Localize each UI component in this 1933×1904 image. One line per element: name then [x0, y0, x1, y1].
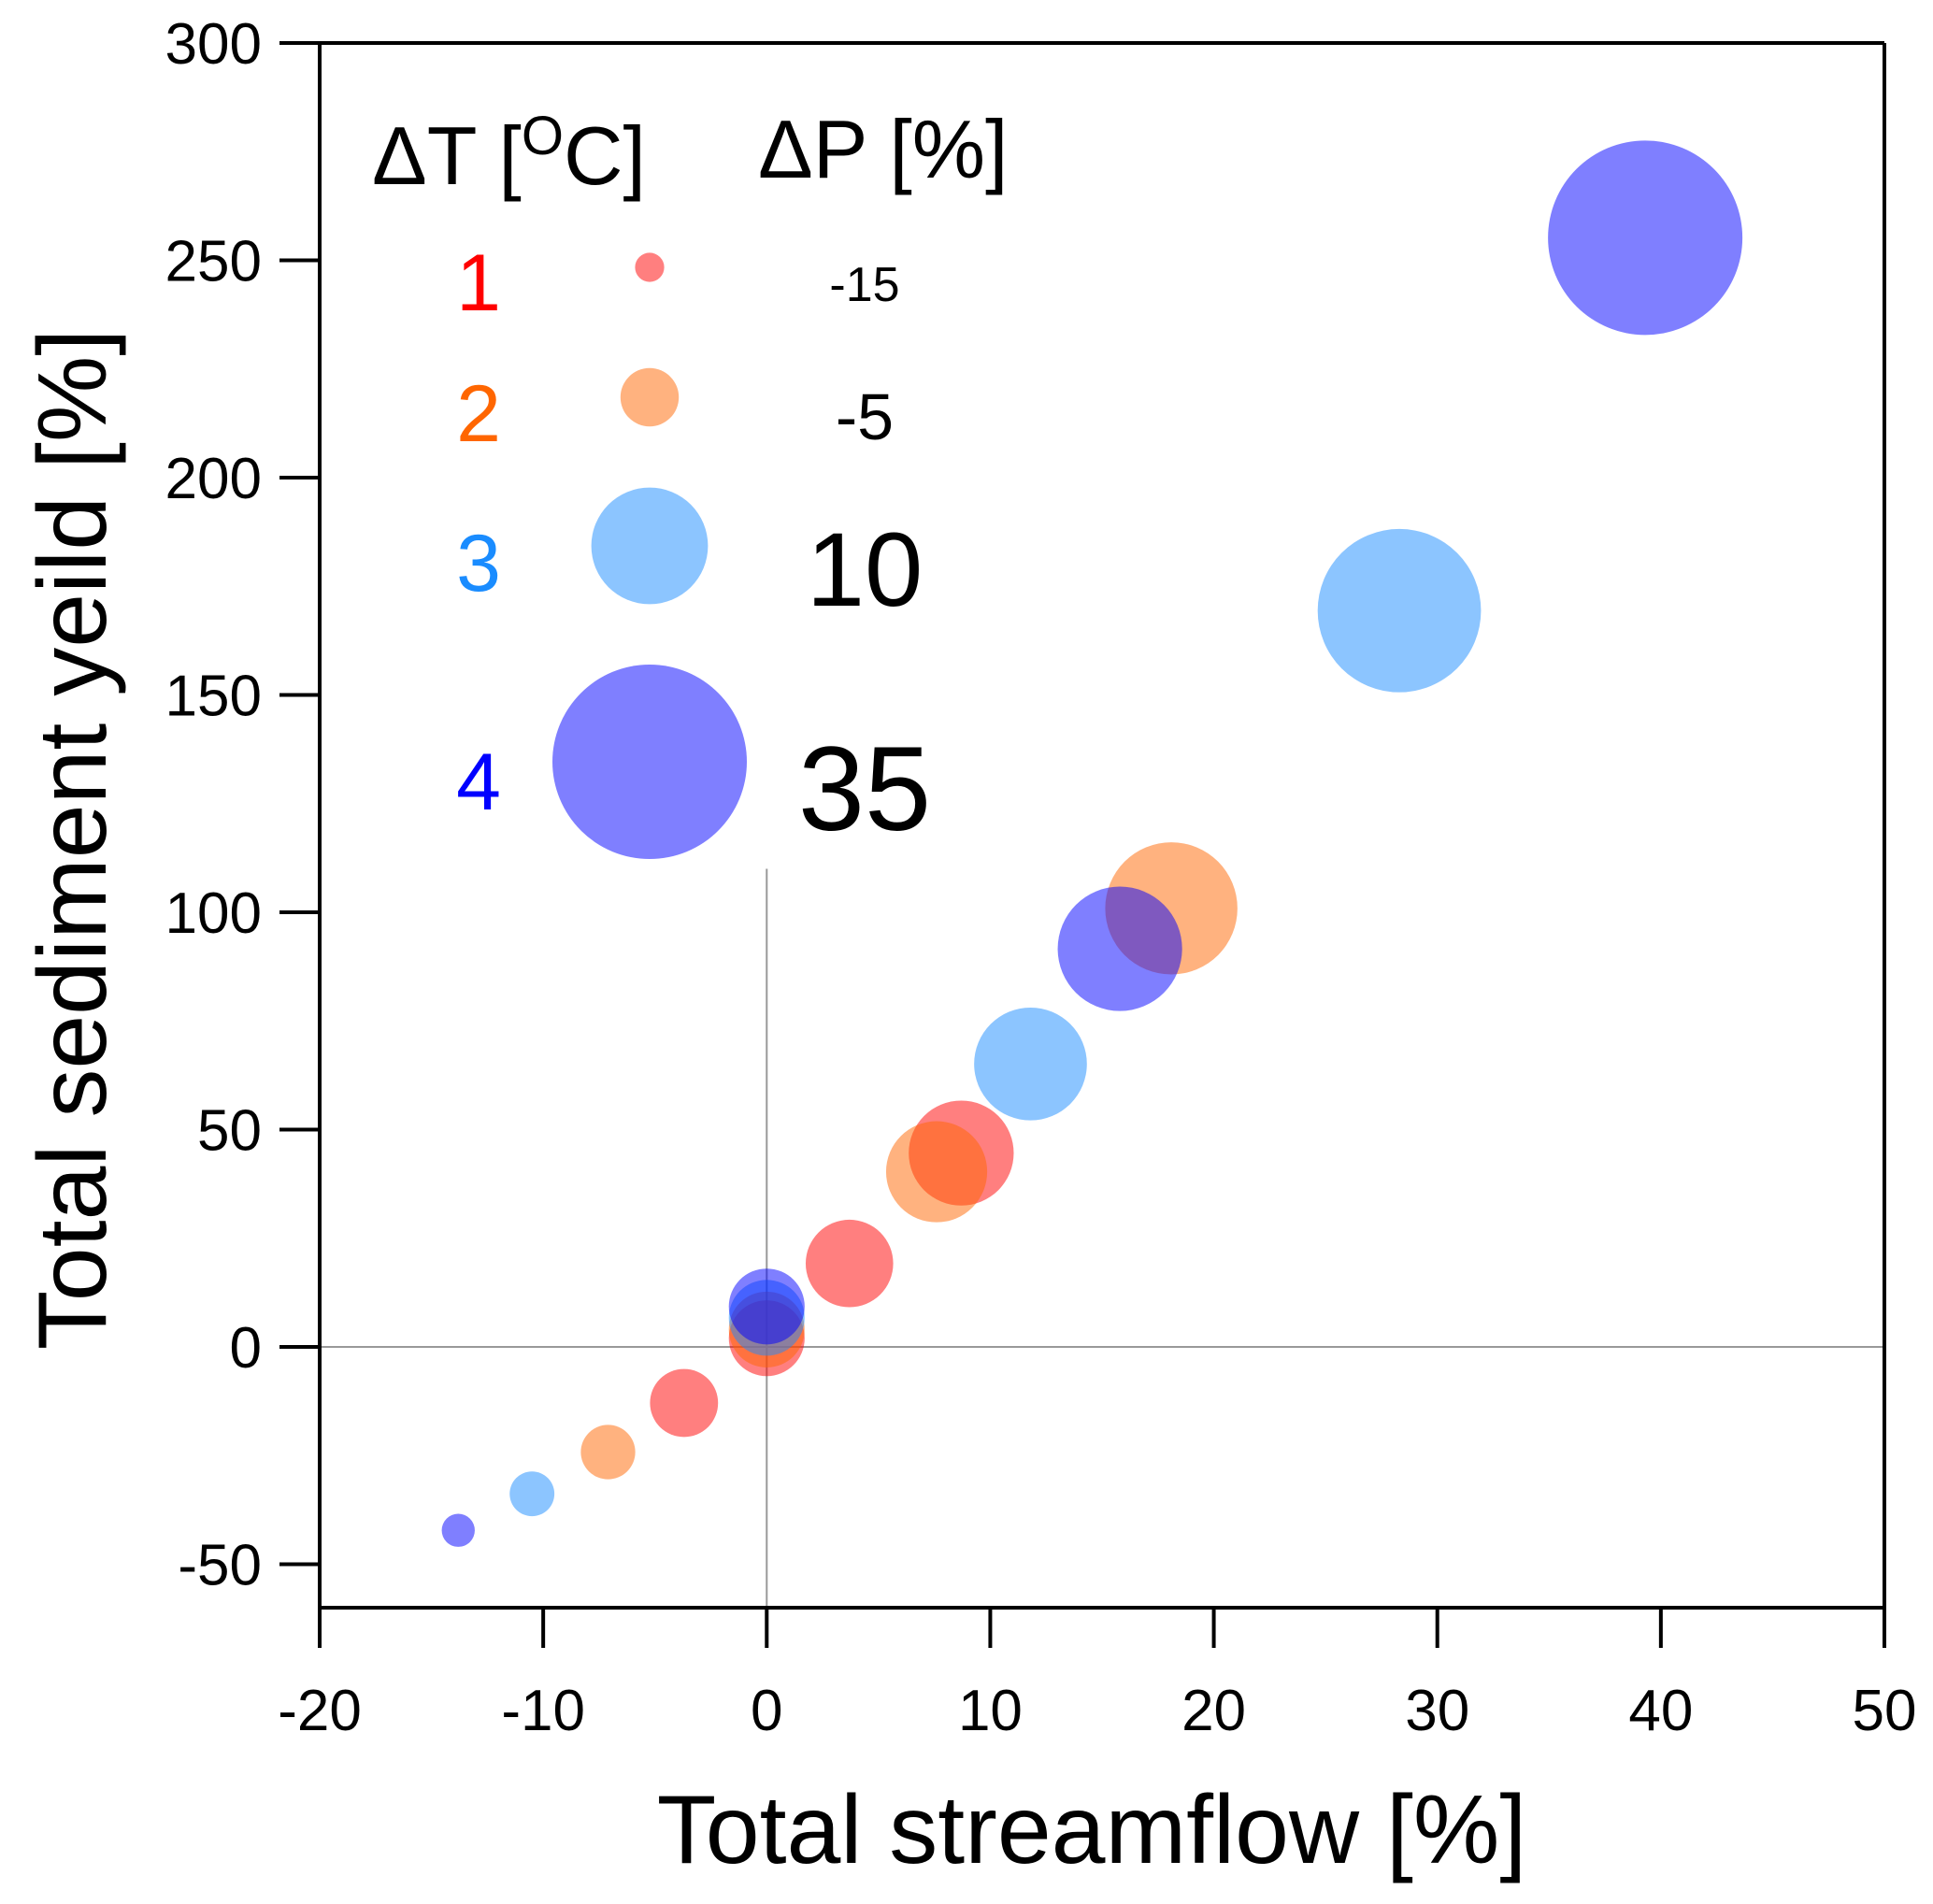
data-bubbles	[441, 140, 1743, 1547]
y-tick-label: 250	[165, 230, 262, 294]
legend-dt-label: 3	[456, 519, 501, 608]
data-bubble	[1057, 886, 1182, 1011]
legend-degree-superscript: O	[522, 106, 564, 166]
x-tick-label: -20	[278, 1679, 362, 1743]
legend-dp-label: -5	[836, 380, 894, 453]
data-bubble	[580, 1424, 636, 1480]
legend-dt-header-text: ΔT [	[372, 109, 522, 202]
y-axis-title: Total sediment yeild [%]	[19, 329, 127, 1351]
data-bubble	[1548, 140, 1743, 336]
x-tick-label: 40	[1628, 1679, 1693, 1743]
y-tick-label: 200	[165, 447, 262, 511]
x-tick-label: 10	[958, 1679, 1023, 1743]
data-bubble	[441, 1513, 475, 1547]
data-bubble	[509, 1471, 555, 1517]
y-tick-label: 100	[165, 881, 262, 946]
data-bubble	[974, 1007, 1087, 1121]
y-tick-label: 0	[230, 1316, 262, 1381]
x-tick-label: 50	[1853, 1679, 1917, 1743]
reference-lines	[320, 868, 1884, 1608]
legend-dt-label: 4	[456, 737, 501, 827]
legend-size-bubble	[591, 487, 709, 605]
y-tick-label: 50	[197, 1099, 262, 1164]
legend-dt-label: 2	[456, 369, 501, 459]
data-bubble	[805, 1219, 894, 1308]
y-tick-label: -50	[178, 1534, 262, 1598]
legend-size-bubble	[635, 252, 665, 282]
legend-dp-label: -15	[829, 258, 899, 312]
legend: ΔT [OC] ΔP [%] 1 2 3 4 -15 -5 10 35	[372, 103, 1008, 859]
data-bubble	[1317, 528, 1482, 693]
legend-dp-label: 10	[807, 511, 924, 628]
x-tick-label: 20	[1181, 1679, 1246, 1743]
y-tick-label: 300	[165, 12, 262, 77]
legend-entries: 1 2 3 4 -15 -5 10 35	[456, 238, 931, 859]
legend-dp-label: 35	[798, 723, 931, 856]
x-tick-label: 0	[751, 1679, 782, 1743]
legend-dp-header: ΔP [%]	[758, 103, 1008, 195]
ticks: -20 -10 0 10 20 30 40 50 -50 0 50 100 150 200 250 300	[165, 12, 1917, 1743]
data-bubble	[885, 1121, 988, 1223]
legend-dt-header-unit: C]	[564, 109, 646, 202]
legend-dt-header: ΔT [OC]	[372, 106, 646, 202]
x-axis-title: Total streamflow [%]	[657, 1776, 1527, 1884]
legend-dt-label: 1	[456, 238, 501, 328]
data-bubble	[728, 1268, 805, 1345]
legend-size-bubble	[552, 665, 747, 859]
legend-size-bubble	[620, 367, 680, 427]
y-tick-label: 150	[165, 665, 262, 729]
x-tick-label: -10	[501, 1679, 585, 1743]
data-bubble	[650, 1368, 719, 1438]
x-tick-label: 30	[1405, 1679, 1469, 1743]
